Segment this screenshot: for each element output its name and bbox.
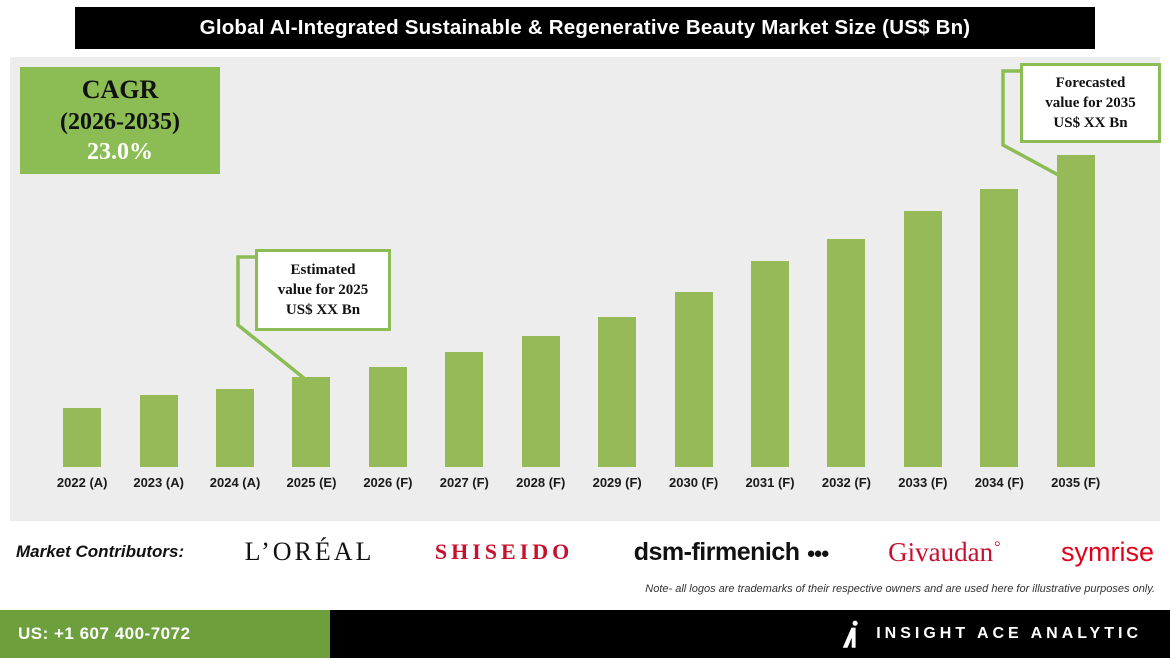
bar-slot: 2035 (F) bbox=[1037, 155, 1113, 521]
symrise-logo: symrise bbox=[1061, 536, 1154, 567]
bar-slot: 2031 (F) bbox=[732, 261, 808, 521]
forecasted-callout-line1: Forecasted bbox=[1055, 74, 1126, 91]
x-axis-label: 2022 (A) bbox=[56, 475, 108, 490]
bar-slot: 2029 (F) bbox=[579, 317, 655, 521]
bar-2026 (F) bbox=[368, 367, 407, 467]
bar-slot: 2028 (F) bbox=[503, 336, 579, 521]
loreal-logo: L’ORÉAL bbox=[244, 537, 375, 566]
trademark-note: Note- all logos are trademarks of their … bbox=[645, 583, 1155, 595]
bar-2034 (F) bbox=[980, 189, 1019, 467]
estimated-value-callout: Estimated value for 2025 US$ XX Bn bbox=[255, 249, 391, 331]
phone-box: US: +1 607 400-7072 bbox=[0, 610, 330, 658]
dsm-firmenich-logo: dsm-firmenich ●●● bbox=[633, 537, 830, 567]
bar-slot: 2023 (A) bbox=[120, 395, 196, 521]
bar-slot: 2026 (F) bbox=[350, 367, 426, 521]
bar-2035 (F) bbox=[1056, 155, 1095, 467]
bar-2022 (A) bbox=[63, 408, 102, 467]
givaudan-logo: Givaudan° bbox=[888, 537, 1000, 568]
footer: US: +1 607 400-7072 INSIGHT ACE ANALYTIC bbox=[0, 610, 1170, 658]
cagr-box: CAGR (2026-2035) 23.0% bbox=[20, 67, 220, 174]
x-axis-label: 2033 (F) bbox=[898, 475, 948, 490]
page-title: Global AI-Integrated Sustainable & Regen… bbox=[199, 16, 971, 39]
bar-slot: 2032 (F) bbox=[808, 239, 884, 521]
x-axis-label: 2035 (F) bbox=[1051, 475, 1101, 490]
brand-name: INSIGHT ACE ANALYTIC bbox=[876, 625, 1142, 642]
bar-2027 (F) bbox=[445, 352, 484, 467]
header: Global AI-Integrated Sustainable & Regen… bbox=[0, 0, 1170, 49]
bar-slot: 2027 (F) bbox=[426, 352, 502, 521]
title-bar: Global AI-Integrated Sustainable & Regen… bbox=[75, 7, 1095, 49]
bar-2024 (A) bbox=[216, 389, 255, 467]
bar-2031 (F) bbox=[751, 261, 789, 467]
givaudan-circle-icon: ° bbox=[994, 538, 1001, 556]
dsm-firmenich-wordmark: dsm-firmenich bbox=[633, 537, 800, 566]
estimated-callout-line2: value for 2025 bbox=[277, 281, 369, 298]
bar-2028 (F) bbox=[521, 336, 560, 467]
cagr-value: 23.0% bbox=[87, 138, 153, 165]
x-axis-label: 2030 (F) bbox=[669, 475, 719, 490]
x-axis-label: 2026 (F) bbox=[363, 475, 413, 490]
market-contributors-row: Market Contributors: L’ORÉAL SHISEIDO ds… bbox=[0, 521, 1170, 583]
bar-slot: 2024 (A) bbox=[197, 389, 273, 521]
x-axis-label: 2031 (F) bbox=[745, 475, 795, 490]
estimated-callout-line3: US$ XX Bn bbox=[285, 302, 361, 319]
shiseido-logo: SHISEIDO bbox=[434, 539, 574, 564]
x-axis-label: 2024 (A) bbox=[209, 475, 261, 490]
bar-slot: 2022 (A) bbox=[44, 408, 120, 521]
insightace-logo-icon bbox=[842, 620, 858, 648]
market-contributors-label: Market Contributors: bbox=[16, 542, 185, 561]
cagr-period: (2026-2035) bbox=[60, 108, 180, 135]
bar-2033 (F) bbox=[903, 211, 942, 467]
brand-box: INSIGHT ACE ANALYTIC bbox=[330, 610, 1170, 658]
x-axis-label: 2028 (F) bbox=[516, 475, 566, 490]
phone-number: US: +1 607 400-7072 bbox=[18, 624, 191, 643]
cagr-label: CAGR bbox=[81, 75, 159, 105]
dsm-dots-icon: ●●● bbox=[806, 544, 830, 562]
x-axis-label: 2027 (F) bbox=[439, 475, 489, 490]
bar-2029 (F) bbox=[598, 317, 637, 467]
x-axis-label: 2029 (F) bbox=[592, 475, 642, 490]
x-axis-label: 2032 (F) bbox=[821, 475, 871, 490]
forecasted-callout-line2: value for 2035 bbox=[1045, 94, 1136, 111]
bar-2025 (E) bbox=[292, 377, 331, 467]
market-size-bar-chart: 2022 (A) 2023 (A) 2024 (A) 2025 (E) 2026 (F)… bbox=[10, 57, 1161, 521]
bar-slot: 2030 (F) bbox=[655, 292, 731, 521]
forecasted-value-callout: Forecasted value for 2035 US$ XX Bn bbox=[1020, 63, 1161, 143]
bar-slot: 2034 (F) bbox=[961, 189, 1037, 521]
bar-2032 (F) bbox=[827, 239, 866, 467]
x-axis-label: 2023 (A) bbox=[133, 475, 184, 490]
bars-area: 2022 (A) 2023 (A) 2024 (A) 2025 (E) 2026 (F)… bbox=[10, 57, 1160, 521]
forecasted-callout-line3: US$ XX Bn bbox=[1053, 115, 1128, 132]
bar-slot: 2025 (E) bbox=[273, 377, 349, 521]
x-axis-label: 2034 (F) bbox=[974, 475, 1024, 490]
estimated-callout-line1: Estimated bbox=[290, 261, 356, 278]
bar-2030 (F) bbox=[674, 292, 713, 467]
x-axis-label: 2025 (E) bbox=[286, 475, 337, 490]
bar-2023 (A) bbox=[139, 395, 178, 467]
givaudan-wordmark: Givaudan bbox=[888, 536, 994, 567]
bar-slot: 2033 (F) bbox=[885, 211, 961, 521]
trademark-note-row: Note- all logos are trademarks of their … bbox=[0, 583, 1170, 610]
